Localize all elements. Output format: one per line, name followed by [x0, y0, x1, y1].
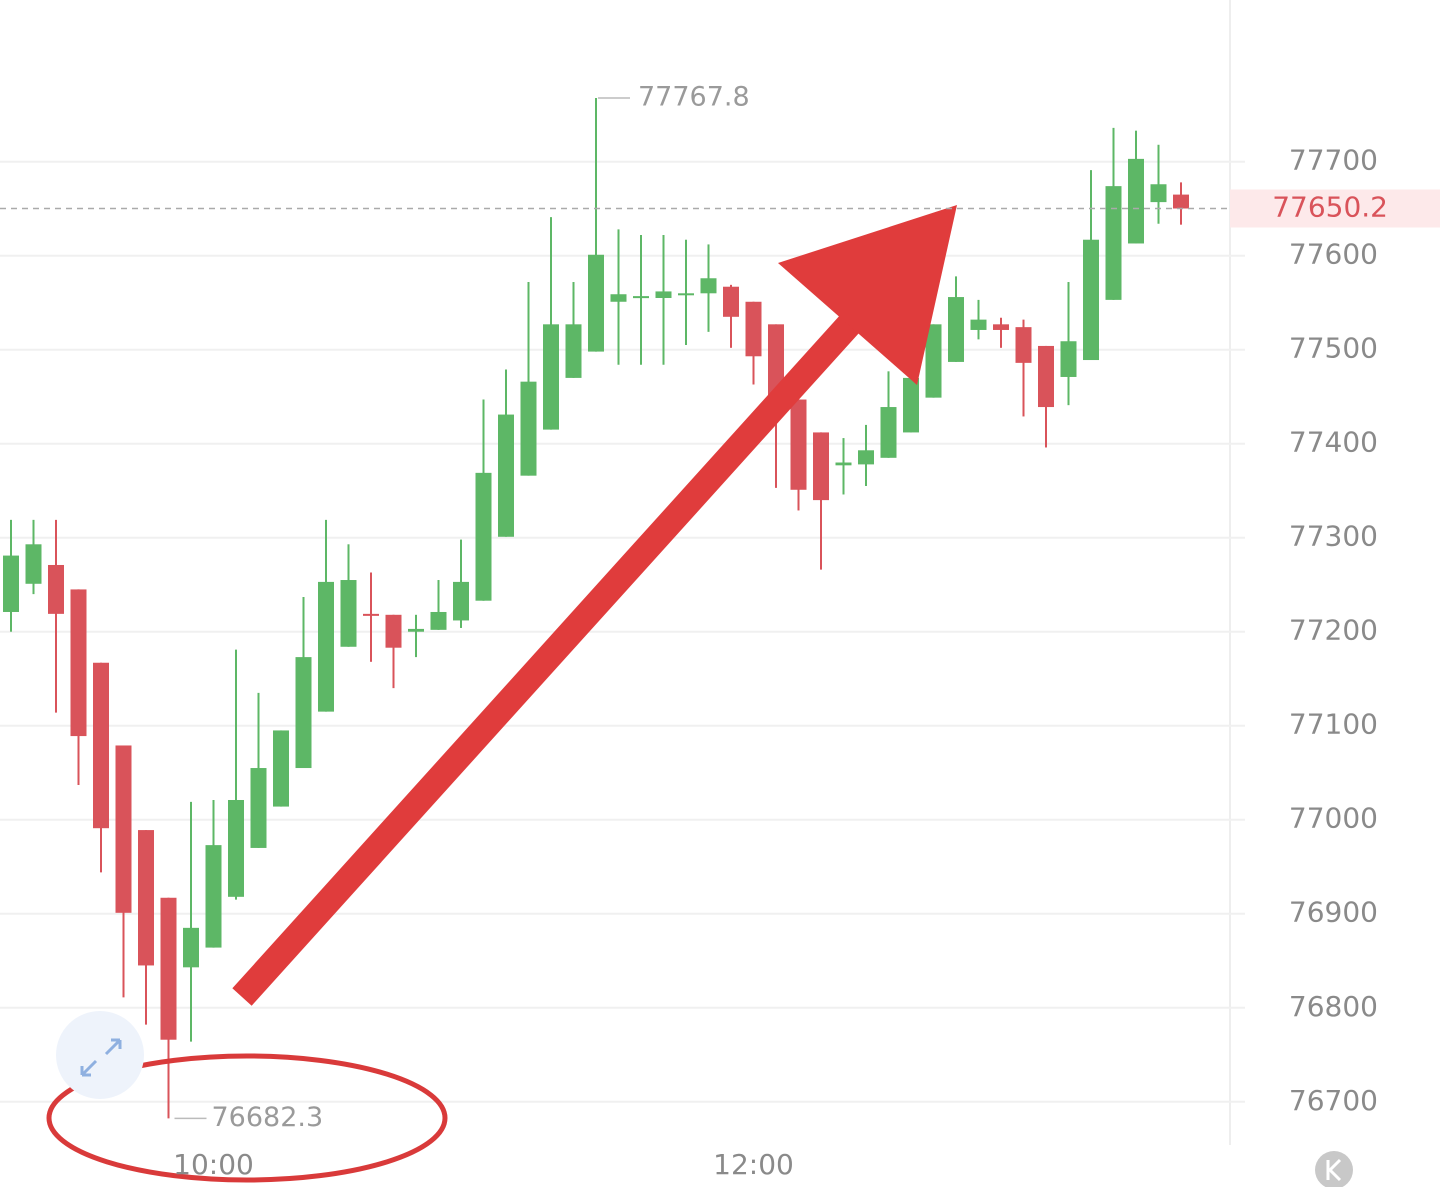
candle-body [160, 897, 177, 1040]
y-tick-label: 77100 [1289, 708, 1378, 741]
candle-body [723, 286, 739, 317]
candle-body [70, 589, 87, 737]
candle-body [655, 291, 672, 299]
candle-body [745, 301, 762, 357]
candle-body [768, 324, 784, 400]
annotation-arrow [232, 205, 957, 1006]
candle-body [228, 799, 244, 897]
y-tick-label: 77700 [1289, 144, 1378, 177]
k-icon [1326, 1158, 1342, 1182]
candle-body [340, 580, 357, 647]
candle-body [678, 293, 694, 296]
grid [0, 160, 1245, 1103]
candle-body [543, 324, 559, 430]
y-tick-label: 77500 [1289, 332, 1378, 365]
y-tick-label: 77200 [1289, 614, 1378, 647]
y-tick-label: 77000 [1289, 802, 1378, 835]
candle-body [1083, 239, 1099, 361]
candle-body [565, 324, 582, 378]
candle-body [700, 278, 717, 294]
candle-body [93, 662, 109, 829]
candle-body [790, 399, 807, 490]
x-tick-label: 12:00 [713, 1148, 794, 1181]
max-label: 77767.8 [638, 81, 750, 112]
arrow-shaft [232, 309, 865, 1006]
expand-button[interactable] [56, 1011, 144, 1099]
candle-body [385, 614, 402, 648]
candle-body [115, 745, 132, 913]
y-tick-label: 77600 [1289, 238, 1378, 271]
arrow-head [778, 205, 957, 385]
candle-body [1150, 184, 1167, 203]
candle-body [430, 611, 447, 630]
y-tick-label: 76800 [1289, 990, 1378, 1023]
min-label: 76682.3 [212, 1102, 324, 1133]
expand-bg [56, 1011, 144, 1099]
candle-body [48, 564, 64, 614]
candle-body [1128, 158, 1144, 244]
candle-body [633, 296, 649, 299]
x-tick-label: 10:00 [173, 1148, 254, 1181]
candle-body [813, 432, 829, 501]
candle-body [295, 657, 312, 769]
candle-body [970, 319, 987, 330]
candle-body [453, 581, 469, 621]
candle-body [273, 730, 289, 807]
last-price-label: 77650.2 [1272, 191, 1388, 224]
y-tick-label: 76700 [1289, 1084, 1378, 1117]
expand-icon [80, 1038, 122, 1077]
candle-body [1060, 341, 1077, 377]
candle-body [250, 768, 267, 848]
candle-body [138, 830, 154, 966]
k-bg [1315, 1151, 1353, 1187]
annotation-ellipse [46, 1053, 448, 1183]
candle-body [1038, 345, 1054, 408]
candle-body [363, 613, 379, 616]
candle-body [1105, 186, 1122, 300]
candles [3, 97, 1189, 1119]
k-button[interactable] [1315, 1151, 1353, 1187]
candle-body [408, 628, 424, 632]
y-tick-label: 76900 [1289, 896, 1378, 929]
candle-body [520, 381, 537, 476]
candle-body [858, 450, 874, 465]
candle-body [948, 297, 964, 362]
candle-body [610, 294, 627, 302]
candle-body [1015, 327, 1032, 363]
candle-body [1173, 194, 1189, 209]
candle-body [183, 927, 199, 968]
candle-body [25, 544, 42, 584]
candle-body [993, 324, 1009, 330]
candle-body [3, 555, 19, 612]
candle-body [588, 254, 604, 352]
candle-body [475, 472, 492, 601]
candle-body [903, 377, 919, 433]
candle-body [925, 324, 942, 398]
last-price-bg [1230, 189, 1440, 228]
candle-body [835, 462, 852, 466]
candle-body [498, 414, 514, 537]
candle-body [205, 845, 222, 948]
y-tick-label: 77300 [1289, 520, 1378, 553]
y-tick-label: 77400 [1289, 426, 1378, 459]
candle-body [880, 407, 897, 458]
candle-body [318, 581, 334, 712]
